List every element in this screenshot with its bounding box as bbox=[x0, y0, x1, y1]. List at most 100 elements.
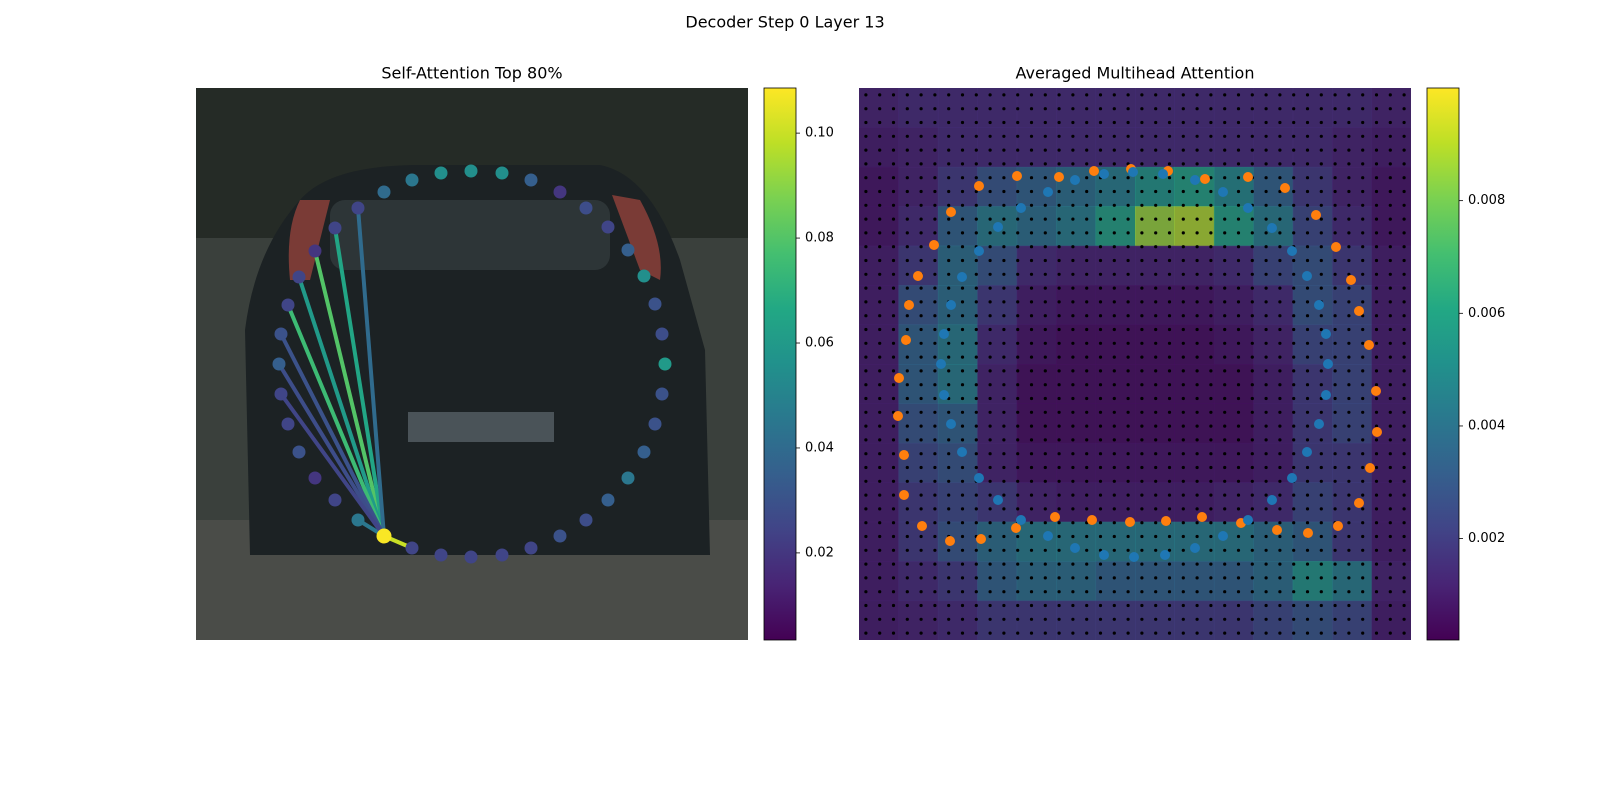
grid-dot bbox=[1305, 107, 1310, 111]
grid-dot bbox=[1071, 314, 1075, 318]
grid-dot bbox=[1278, 631, 1282, 635]
grid-dot bbox=[1361, 479, 1365, 483]
grid-dot bbox=[864, 603, 868, 608]
grid-dot bbox=[878, 521, 882, 525]
grid-dot bbox=[1126, 245, 1130, 249]
heatmap-cell bbox=[1095, 442, 1136, 483]
heatmap-cell bbox=[859, 521, 899, 562]
grid-dot bbox=[905, 286, 909, 290]
point bbox=[405, 541, 419, 555]
grid-dot bbox=[1167, 465, 1172, 470]
heatmap-cell bbox=[898, 166, 939, 207]
grid-dot bbox=[1112, 134, 1116, 138]
grid-dot bbox=[1029, 231, 1034, 235]
grid-dot bbox=[878, 383, 882, 387]
point bbox=[1200, 174, 1210, 184]
grid-dot bbox=[988, 617, 992, 621]
grid-dot bbox=[1292, 217, 1296, 221]
point bbox=[1311, 210, 1321, 220]
grid-dot bbox=[864, 383, 868, 387]
grid-dot bbox=[988, 300, 992, 304]
grid-dot bbox=[1333, 300, 1337, 304]
heatmap-cell bbox=[1332, 403, 1373, 444]
grid-dot bbox=[1029, 507, 1034, 511]
grid-dot bbox=[1167, 189, 1172, 194]
grid-dot bbox=[1374, 493, 1379, 497]
grid-dot bbox=[1154, 203, 1158, 207]
grid-dot bbox=[1016, 217, 1020, 221]
grid-dot bbox=[1361, 534, 1365, 539]
grid-dot bbox=[1126, 383, 1130, 387]
grid-dot bbox=[988, 548, 992, 552]
grid-dot bbox=[1264, 231, 1268, 235]
grid-dot bbox=[1154, 300, 1158, 304]
grid-dot bbox=[1236, 314, 1241, 318]
grid-dot bbox=[1085, 245, 1089, 249]
grid-dot bbox=[919, 603, 923, 608]
grid-dot bbox=[1002, 148, 1006, 152]
heatmap-cell bbox=[1174, 482, 1215, 523]
grid-dot bbox=[1195, 507, 1199, 511]
grid-dot bbox=[1043, 631, 1047, 635]
grid-dot bbox=[1195, 93, 1199, 97]
grid-dot bbox=[1305, 120, 1310, 125]
heatmap-cell bbox=[1016, 88, 1057, 128]
grid-dot bbox=[1195, 327, 1199, 332]
grid-dot bbox=[1223, 493, 1227, 497]
grid-dot bbox=[1071, 258, 1075, 263]
grid-dot bbox=[1098, 562, 1103, 566]
grid-dot bbox=[864, 148, 868, 152]
grid-dot bbox=[1043, 245, 1047, 249]
grid-dot bbox=[919, 548, 923, 552]
grid-dot bbox=[1181, 534, 1185, 539]
grid-dot bbox=[1181, 93, 1185, 97]
grid-dot bbox=[1305, 355, 1310, 359]
grid-dot bbox=[933, 507, 937, 511]
heatmap-cell bbox=[1056, 442, 1097, 483]
grid-dot bbox=[864, 493, 868, 497]
grid-dot bbox=[1029, 576, 1034, 580]
point bbox=[1243, 172, 1253, 182]
grid-dot bbox=[960, 507, 965, 511]
grid-dot bbox=[1098, 410, 1103, 414]
grid-dot bbox=[919, 203, 923, 207]
grid-dot bbox=[1319, 120, 1323, 125]
grid-dot bbox=[1112, 176, 1116, 180]
grid-dot bbox=[1223, 465, 1227, 470]
grid-dot bbox=[1402, 300, 1406, 304]
grid-dot bbox=[960, 562, 965, 566]
grid-dot bbox=[947, 617, 951, 621]
grid-dot bbox=[1029, 245, 1034, 249]
grid-dot bbox=[1126, 327, 1130, 332]
grid-dot bbox=[1112, 396, 1116, 401]
grid-dot bbox=[1347, 120, 1351, 125]
grid-dot bbox=[1374, 396, 1379, 401]
grid-dot bbox=[1002, 383, 1006, 387]
grid-dot bbox=[1154, 493, 1158, 497]
heatmap-cell bbox=[1292, 403, 1333, 444]
grid-dot bbox=[960, 189, 965, 194]
grid-dot bbox=[1361, 355, 1365, 359]
heatmap-cell bbox=[1253, 245, 1294, 286]
grid-dot bbox=[1057, 120, 1061, 125]
grid-dot bbox=[1209, 562, 1213, 566]
grid-dot bbox=[1333, 396, 1337, 401]
grid-dot bbox=[1402, 562, 1406, 566]
grid-dot bbox=[1154, 314, 1158, 318]
grid-dot bbox=[1071, 576, 1075, 580]
grid-dot bbox=[1043, 507, 1047, 511]
grid-dot bbox=[891, 438, 896, 442]
grid-dot bbox=[1085, 396, 1089, 401]
grid-dot bbox=[1195, 245, 1199, 249]
point bbox=[281, 298, 295, 312]
heatmap-cell bbox=[1253, 600, 1294, 640]
grid-dot bbox=[988, 314, 992, 318]
grid-dot bbox=[864, 176, 868, 180]
grid-dot bbox=[1167, 369, 1172, 373]
grid-dot bbox=[1236, 576, 1241, 580]
grid-dot bbox=[1236, 493, 1241, 497]
grid-dot bbox=[1043, 617, 1047, 621]
grid-dot bbox=[1374, 410, 1379, 414]
heatmap-cell bbox=[1016, 245, 1057, 286]
grid-dot bbox=[1167, 245, 1172, 249]
